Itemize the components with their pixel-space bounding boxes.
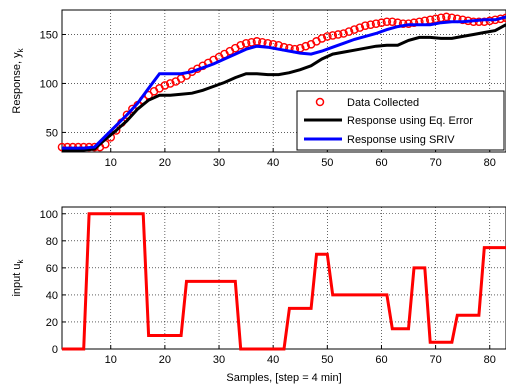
data-collected-point — [165, 79, 175, 88]
y-tick-label: 60 — [46, 263, 58, 275]
data-collected-point — [409, 18, 419, 28]
x-tick-label: 20 — [159, 354, 171, 366]
input-panel: 10 20 30 40 50 60 70 80 0 20 40 60 80 100 input uk Sa… — [11, 206, 506, 384]
y-tick-label: 150 — [40, 29, 58, 41]
x-tick-label: 60 — [375, 354, 387, 366]
legend-label-eq-error: Response using Eq. Error — [347, 115, 473, 127]
response-panel: 10 20 30 40 50 60 70 80 50 100 150 Response, yk Da… — [11, 9, 506, 169]
eq-error-response-line — [62, 23, 506, 152]
input-x-axis-title: Samples, [step = 4 min] — [226, 372, 341, 384]
data-collected-point — [241, 38, 251, 48]
data-collected-point — [480, 17, 489, 27]
legend-label-sriv: Response using SRIV — [347, 134, 455, 146]
data-collected-point — [323, 32, 332, 41]
response-y-axis-title: Response, yk — [11, 47, 25, 113]
x-tick-label: 50 — [321, 354, 333, 366]
y-tick-label: 100 — [40, 78, 58, 90]
x-tick-label: 10 — [105, 354, 117, 366]
x-tick-label: 20 — [159, 157, 171, 169]
data-collected-point — [377, 18, 386, 28]
input-grid — [62, 207, 506, 350]
data-collected-point — [333, 30, 343, 39]
legend-marker-data — [315, 97, 325, 107]
y-tick-label: 0 — [52, 344, 58, 356]
data-collected-point — [355, 23, 365, 32]
x-tick-label: 80 — [484, 354, 496, 366]
y-tick-label: 100 — [40, 209, 58, 221]
data-collected-point — [236, 40, 245, 50]
response-series — [57, 12, 506, 152]
y-tick-label: 50 — [46, 127, 58, 139]
x-tick-label: 30 — [213, 157, 225, 169]
x-tick-label: 70 — [429, 354, 441, 366]
y-tick-label: 80 — [46, 236, 58, 248]
data-collected-point — [317, 34, 327, 43]
data-collected-point — [339, 29, 348, 38]
x-tick-label: 70 — [429, 157, 441, 169]
input-y-axis-title: input uk — [11, 258, 25, 296]
data-collected-point — [382, 17, 392, 27]
data-collected-point — [328, 31, 338, 40]
data-collected-point — [442, 12, 451, 22]
data-collected-point — [371, 19, 381, 29]
input-signal-line — [62, 212, 506, 351]
data-collected-point — [301, 41, 310, 51]
response-tick-labels: 10 20 30 40 50 60 70 80 50 100 150 — [40, 29, 496, 169]
x-tick-label: 80 — [484, 157, 496, 169]
x-tick-label: 40 — [267, 354, 279, 366]
data-collected-point — [344, 27, 354, 36]
x-tick-label: 10 — [105, 157, 117, 169]
legend-label-data: Data Collected — [347, 97, 419, 109]
x-tick-label: 60 — [375, 157, 387, 169]
x-tick-label: 40 — [267, 157, 279, 169]
y-tick-label: 20 — [46, 317, 58, 329]
sriv-response-line — [62, 15, 506, 150]
data-collected-point — [160, 81, 170, 90]
input-tick-labels: 10 20 30 40 50 60 70 80 0 20 40 60 80 100 — [40, 209, 496, 366]
input-series — [62, 212, 506, 351]
data-collected-point — [458, 15, 467, 25]
response-legend: Data Collected Response using Eq. Error … — [296, 90, 505, 151]
y-tick-label: 40 — [46, 290, 58, 302]
data-collected-point — [366, 20, 375, 29]
input-plot-frame — [61, 206, 506, 350]
x-tick-label: 30 — [213, 354, 225, 366]
data-collected-point — [350, 25, 359, 34]
data-collected-point — [387, 17, 397, 27]
x-tick-label: 50 — [321, 157, 333, 169]
data-collected-point — [360, 21, 370, 30]
data-collected-point — [247, 38, 256, 47]
